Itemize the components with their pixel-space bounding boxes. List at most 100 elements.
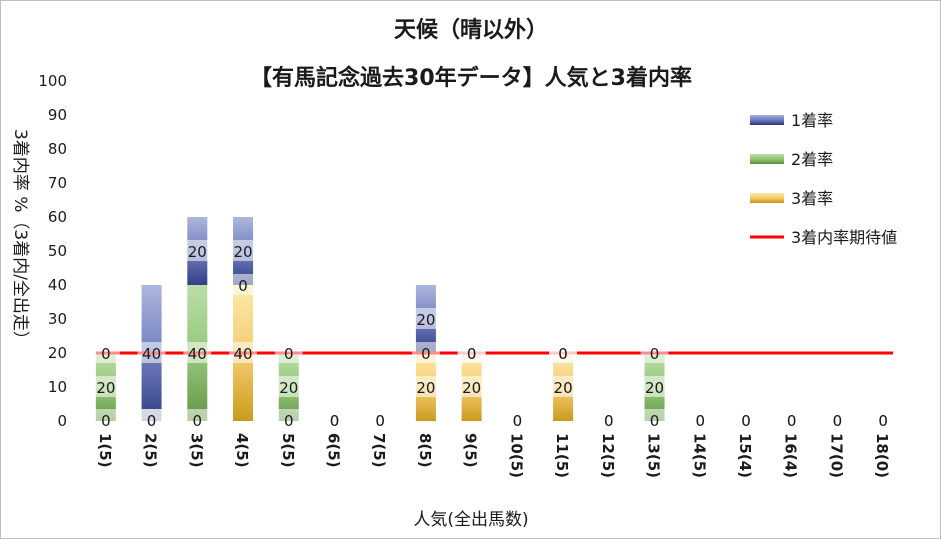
data-label-bg (869, 409, 898, 430)
data-label-1st: 0 (467, 345, 477, 363)
data-label-3rd: 20 (462, 379, 481, 397)
data-label-bg (274, 342, 303, 363)
data-label-bg (640, 342, 669, 363)
data-label-3rd: 20 (416, 379, 435, 397)
y-axis-title: 3着内率 %（3着内/全出走） (10, 129, 30, 348)
data-label-1st: 40 (142, 345, 161, 363)
data-label-bg (777, 409, 806, 430)
y-tick-label: 40 (48, 276, 67, 294)
x-category-label: 18(0) (873, 433, 891, 478)
data-label-1st: 0 (787, 412, 797, 430)
y-tick-label: 0 (57, 412, 67, 430)
y-axis-ticks: 0 10 20 30 40 50 60 70 80 90 100 (38, 72, 67, 430)
data-label-bg (686, 409, 715, 430)
x-category-label: 6(5) (324, 433, 342, 468)
data-label-bg (183, 409, 212, 430)
legend-label-1: 1着率 (791, 111, 833, 130)
data-label-bg (229, 240, 258, 261)
x-category-label: 13(5) (645, 433, 663, 478)
data-label-bg (91, 342, 120, 363)
y-tick-label: 100 (38, 72, 67, 90)
data-label-bg (137, 342, 166, 363)
x-category-label: 5(5) (279, 433, 297, 468)
legend-swatch-2 (750, 154, 784, 164)
data-label-3rd: 0 (650, 412, 660, 430)
data-label-2nd: 0 (238, 277, 248, 295)
data-label-1st: 0 (101, 345, 111, 363)
data-label-1st: 0 (878, 412, 888, 430)
data-label-3rd: 20 (554, 379, 573, 397)
legend-label-3: 3着率 (791, 189, 833, 208)
legend: 1着率 2着率 3着率 3着内率期待値 (750, 111, 897, 247)
data-label-bg (640, 376, 669, 397)
x-category-label: 12(5) (599, 433, 617, 478)
x-axis-categories: 1(5) 2(5) 3(5) 4(5) 5(5) 6(5) 7(5) 8(5) 9(5) 10(5… (96, 433, 891, 478)
data-label-bg (503, 409, 532, 430)
data-label-bg (549, 376, 578, 397)
data-label-3rd: 0 (193, 412, 203, 430)
data-label-3rd: 0 (101, 412, 111, 430)
y-tick-label: 20 (48, 344, 67, 362)
x-category-label: 4(5) (233, 433, 251, 468)
data-label-1st: 0 (604, 412, 614, 430)
y-tick-label: 90 (48, 106, 67, 124)
y-tick-label: 30 (48, 310, 67, 328)
data-label-bg (320, 409, 349, 430)
x-category-label: 17(0) (827, 433, 845, 478)
x-category-label: 1(5) (96, 433, 114, 468)
legend-swatch-3 (750, 193, 784, 203)
data-labels-group: 0 20 0 0 0 40 0 40 20 40 0 20 0 20 0 0 0 0 0 0 0 20 0 20 20 0 0 0 0 0… (91, 240, 898, 430)
data-label-bg (91, 409, 120, 430)
data-label-1st: 0 (284, 345, 294, 363)
y-tick-label: 10 (48, 378, 67, 396)
data-label-1st: 0 (558, 345, 568, 363)
bars-group (95, 217, 665, 421)
data-label-bg (823, 409, 852, 430)
data-label-2nd: 40 (188, 345, 207, 363)
data-label-1st: 0 (513, 412, 523, 430)
data-label-1st: 0 (650, 345, 660, 363)
legend-label-2: 2着率 (791, 150, 833, 169)
data-label-bg (411, 308, 440, 329)
x-category-label: 10(5) (507, 433, 525, 478)
x-category-label: 16(4) (782, 433, 800, 478)
data-label-bg (183, 240, 212, 261)
data-label-bg (137, 409, 166, 430)
data-label-2nd: 20 (645, 379, 664, 397)
data-label-2nd: 20 (96, 379, 115, 397)
x-category-label: 8(5) (416, 433, 434, 468)
x-category-label: 3(5) (187, 433, 205, 468)
x-category-label: 15(4) (736, 433, 754, 478)
y-tick-label: 80 (48, 140, 67, 158)
data-label-bg (366, 409, 395, 430)
data-label-bg (411, 376, 440, 397)
data-label-1st: 0 (330, 412, 340, 430)
chart-title: 天候（晴以外） (394, 17, 548, 43)
data-label-bg (640, 409, 669, 430)
x-category-label: 7(5) (370, 433, 388, 468)
data-label-bg (457, 376, 486, 397)
data-label-bg (229, 274, 258, 295)
data-label-1st: 20 (416, 311, 435, 329)
data-label-2nd: 0 (421, 345, 431, 363)
data-label-bg (274, 376, 303, 397)
data-label-2nd: 20 (279, 379, 298, 397)
legend-swatch-1 (750, 115, 784, 125)
data-label-bg (549, 342, 578, 363)
chart-subtitle: 【有馬記念過去30年データ】人気と3着内率 (250, 65, 692, 91)
x-category-label: 14(5) (690, 433, 708, 478)
x-category-label: 11(5) (553, 433, 571, 478)
data-label-1st: 20 (188, 243, 207, 261)
y-tick-label: 60 (48, 208, 67, 226)
data-label-1st: 0 (833, 412, 843, 430)
data-label-bg (411, 342, 440, 363)
legend-label-4: 3着内率期待値 (791, 228, 897, 247)
x-axis-title: 人気(全出馬数) (413, 510, 528, 530)
data-label-bg (274, 409, 303, 430)
data-label-3rd: 0 (284, 412, 294, 430)
data-label-bg (594, 409, 623, 430)
data-label-1st: 0 (375, 412, 385, 430)
data-label-bg (457, 342, 486, 363)
